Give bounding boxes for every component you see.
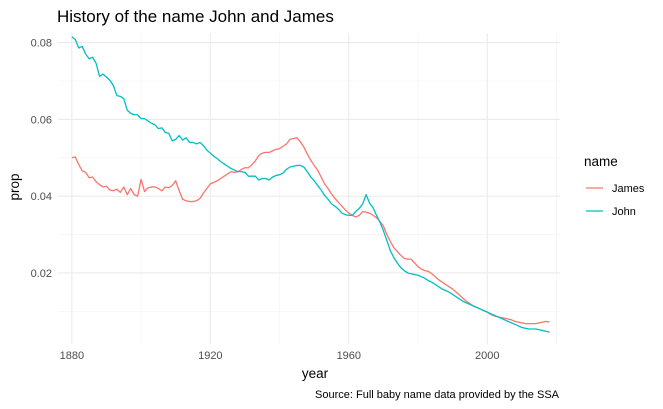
y-tick-label: 0.06 xyxy=(31,114,52,126)
chart-caption: Source: Full baby name data provided by … xyxy=(315,389,560,401)
y-tick-label: 0.02 xyxy=(31,268,52,280)
x-tick-label: 1880 xyxy=(60,350,84,362)
legend-label-james: James xyxy=(612,183,645,195)
x-tick-label: 1960 xyxy=(337,350,361,362)
series-line-john xyxy=(71,36,550,333)
legend-title: name xyxy=(584,154,618,169)
y-axis-label: prop xyxy=(7,173,22,200)
legend-entries: James John xyxy=(586,183,645,218)
y-tick-label: 0.08 xyxy=(31,38,52,50)
legend: name James John xyxy=(584,154,645,218)
grid-minor xyxy=(58,33,560,344)
x-tick-label: 1920 xyxy=(198,350,222,362)
x-axis-label: year xyxy=(302,366,329,381)
plot-panel xyxy=(58,33,560,344)
series-lines xyxy=(71,36,550,333)
series-line-james xyxy=(71,137,550,325)
grid-major xyxy=(58,33,560,344)
x-axis-ticks: 1880 1920 1960 2000 xyxy=(60,350,500,362)
y-axis-ticks: 0.02 0.04 0.06 0.08 xyxy=(31,38,52,280)
chart-title: History of the name John and James xyxy=(57,7,334,26)
legend-label-john: John xyxy=(612,206,636,218)
x-tick-label: 2000 xyxy=(475,350,499,362)
y-tick-label: 0.04 xyxy=(31,191,52,203)
